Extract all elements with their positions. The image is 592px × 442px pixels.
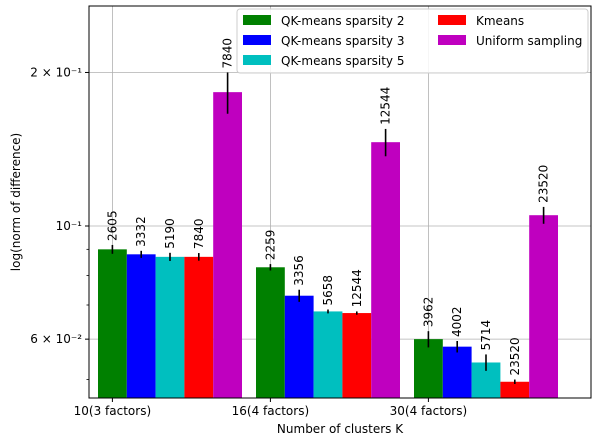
legend-swatch bbox=[243, 55, 271, 65]
legend-label: Uniform sampling bbox=[476, 34, 582, 48]
bar-value-label: 5714 bbox=[479, 320, 493, 351]
y-tick-label: 10⁻¹ bbox=[56, 219, 83, 233]
legend-label: Kmeans bbox=[476, 14, 524, 28]
legend-swatch bbox=[243, 35, 271, 45]
bar bbox=[256, 267, 285, 398]
bars bbox=[98, 72, 558, 398]
bar bbox=[371, 142, 400, 398]
y-tick-label: 2 × 10⁻¹ bbox=[30, 65, 82, 79]
y-axis-title: log(norm of difference) bbox=[9, 133, 23, 271]
x-tick-label: 10(3 factors) bbox=[74, 404, 152, 418]
bar bbox=[500, 381, 530, 398]
legend-swatch bbox=[438, 15, 466, 25]
plot-frame bbox=[88, 5, 592, 399]
bar bbox=[213, 92, 242, 398]
legend-label: QK-means sparsity 5 bbox=[281, 54, 404, 68]
bar-value-label: 2259 bbox=[263, 230, 277, 261]
bar bbox=[126, 254, 156, 398]
bar-value-label: 7840 bbox=[221, 38, 235, 69]
x-tick-label: 16(4 factors) bbox=[232, 404, 310, 418]
bar-value-label: 2605 bbox=[105, 210, 119, 241]
x-tick-label: 30(4 factors) bbox=[390, 404, 468, 418]
bar-value-label: 4002 bbox=[450, 306, 464, 337]
bar bbox=[414, 339, 443, 398]
x-axis-title: Number of clusters K bbox=[277, 422, 404, 436]
legend-swatch bbox=[438, 35, 466, 45]
bar bbox=[284, 295, 314, 398]
bar-value-label: 12544 bbox=[379, 87, 393, 125]
bar-value-label: 3962 bbox=[421, 297, 435, 328]
legend-swatch bbox=[243, 15, 271, 25]
bar bbox=[342, 313, 372, 398]
bar-value-label: 3356 bbox=[292, 255, 306, 286]
bar-value-label: 12544 bbox=[350, 269, 364, 307]
legend-box bbox=[236, 8, 589, 74]
bar bbox=[155, 256, 185, 398]
bar-value-label: 23520 bbox=[537, 165, 551, 203]
bar bbox=[184, 256, 214, 398]
legend-label: QK-means sparsity 2 bbox=[281, 14, 404, 28]
bar-value-label: 7840 bbox=[192, 219, 206, 250]
bar bbox=[313, 311, 343, 398]
bar bbox=[98, 249, 127, 398]
bar bbox=[442, 346, 472, 398]
axes: 10(3 factors) 16(4 factors) 30(4 factors) 6… bbox=[30, 65, 467, 418]
bar-value-label: 23520 bbox=[508, 337, 522, 375]
bar bbox=[529, 215, 558, 398]
bar-value-label: 5190 bbox=[163, 218, 177, 249]
bar-value-label: 5658 bbox=[321, 275, 335, 306]
legend-label: QK-means sparsity 3 bbox=[281, 34, 404, 48]
bar-value-label: 3332 bbox=[134, 216, 148, 247]
bar-labels: 2605 2259 3962 3332 3356 4002 5190 5658 5714 7840… bbox=[105, 38, 550, 376]
y-tick-label: 6 × 10⁻² bbox=[30, 332, 82, 346]
legend: QK-means sparsity 2 QK-means sparsity 3 QK… bbox=[236, 8, 589, 74]
